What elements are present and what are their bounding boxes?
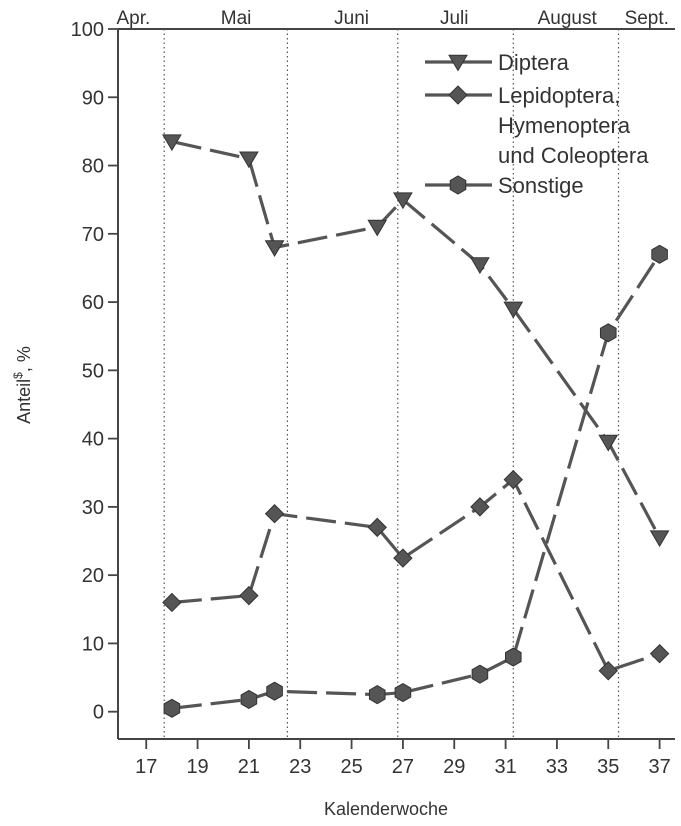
data-point — [162, 134, 182, 152]
x-tick-label: 37 — [648, 756, 670, 778]
y-tick-label: 20 — [82, 565, 104, 587]
x-tick-label: 29 — [443, 756, 465, 778]
y-axis-label-sup: $ — [11, 372, 25, 379]
series-line — [171, 477, 661, 673]
y-tick-label: 100 — [71, 19, 104, 41]
legend-label: Hymenoptera — [498, 113, 631, 138]
data-point — [649, 530, 670, 548]
data-point — [393, 192, 413, 210]
month-label: Juni — [334, 8, 369, 29]
legend-marker — [448, 85, 468, 105]
x-axis-label: Kalenderwoche — [324, 799, 448, 819]
legend-item-2: Lepidoptera, Hymenoptera und Coleoptera — [425, 83, 649, 168]
legend-label: Sonstige — [498, 173, 584, 198]
data-point — [599, 323, 617, 343]
y-tick-label: 30 — [82, 497, 104, 519]
data-point — [598, 434, 619, 452]
x-tick-label: 21 — [238, 756, 260, 778]
x-tick-label: 33 — [546, 756, 568, 778]
data-point — [470, 497, 490, 517]
month-label: Sept. — [625, 8, 669, 29]
data-point — [163, 698, 181, 718]
legend-marker — [448, 54, 468, 72]
y-tick-label: 80 — [82, 156, 104, 178]
data-point — [504, 647, 522, 667]
series-1 — [162, 134, 670, 548]
data-point — [471, 664, 489, 684]
data-point — [264, 240, 285, 257]
data-point — [393, 548, 413, 568]
series-line — [171, 140, 662, 539]
data-point — [266, 681, 283, 701]
y-tick-label: 10 — [82, 633, 104, 655]
month-label: Mai — [221, 8, 252, 29]
month-label: August — [538, 8, 598, 29]
data-point — [394, 682, 412, 703]
legend-label: und Coleoptera — [498, 143, 649, 168]
month-label: Apr. — [116, 8, 150, 29]
legend-item-3: Sonstige — [425, 173, 584, 198]
x-tick-label: 19 — [186, 756, 208, 778]
y-tick-label: 40 — [82, 429, 104, 451]
data-point — [368, 685, 386, 705]
x-tick-label: 23 — [289, 756, 311, 778]
data-point — [503, 301, 524, 319]
y-tick-label: 90 — [82, 87, 104, 109]
data-point — [367, 517, 387, 538]
y-tick-label: 0 — [93, 702, 104, 724]
month-boundaries — [163, 29, 620, 739]
legend-label: Diptera — [498, 50, 570, 75]
y-axis-label-tail: , % — [14, 346, 34, 372]
month-label: Juli — [440, 8, 469, 29]
series-layer — [162, 134, 670, 718]
data-point — [367, 219, 388, 237]
x-tick-label: 27 — [392, 756, 414, 778]
legend-marker — [449, 175, 467, 195]
data-point — [264, 504, 285, 524]
data-point — [649, 643, 670, 664]
x-tick-label: 25 — [340, 756, 362, 778]
data-point — [239, 151, 259, 169]
series-2 — [162, 469, 670, 681]
data-point — [503, 469, 523, 490]
data-point — [162, 592, 182, 613]
y-tick-label: 60 — [82, 292, 104, 314]
data-point — [651, 244, 668, 264]
y-tick-label: 70 — [82, 224, 104, 246]
data-point — [239, 585, 259, 606]
month-labels: Apr. Mai Juni Juli August Sept. — [116, 8, 668, 29]
data-point — [240, 689, 258, 709]
legend: Diptera Lepidoptera, Hymenoptera und Coleop… — [425, 50, 649, 198]
axes: 0 10 20 30 40 50 60 70 80 90 100 17 19 21 23 25 27 29 31 33… — [71, 19, 675, 778]
x-tick-label: 35 — [597, 756, 619, 778]
series-line — [171, 253, 661, 710]
x-tick-label: 17 — [135, 756, 157, 778]
y-tick-label: 50 — [82, 360, 104, 382]
y-axis-label-main: Anteil — [14, 379, 34, 424]
legend-label: Lepidoptera, — [498, 83, 620, 108]
y-axis-label: Anteil$, % — [11, 346, 34, 424]
x-tick-label: 31 — [494, 756, 516, 778]
series-3 — [163, 244, 668, 718]
data-point — [470, 257, 490, 275]
data-point — [598, 661, 618, 681]
legend-item-1: Diptera — [425, 50, 570, 75]
